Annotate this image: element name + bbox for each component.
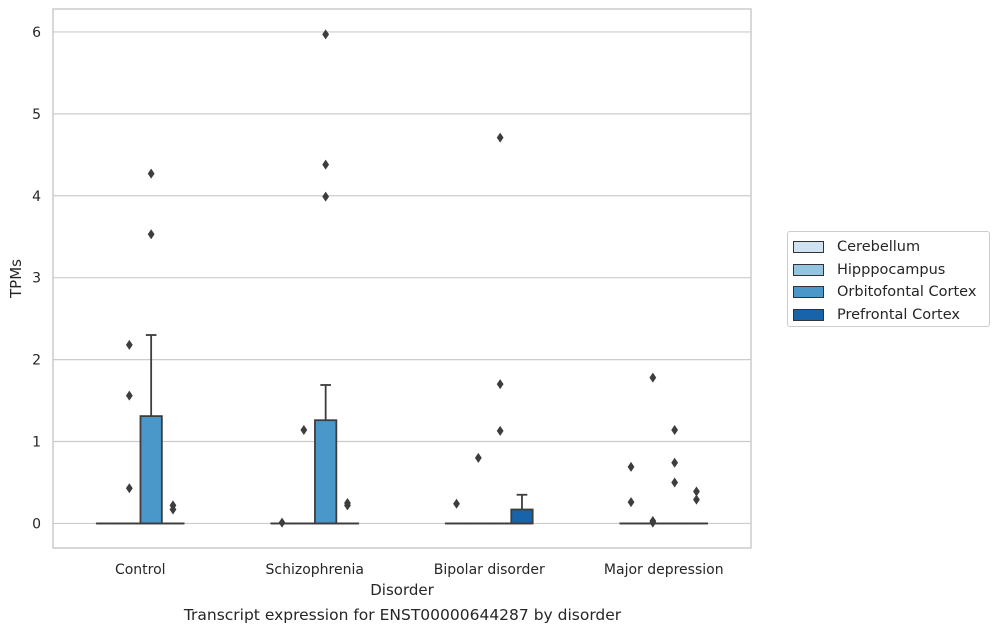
outlier-point [496, 425, 504, 436]
box-body [139, 415, 163, 525]
outlier-point [496, 132, 504, 143]
outlier-point [671, 457, 679, 468]
legend-item: Orbitofontal Cortex [793, 281, 989, 304]
outlier-point [474, 452, 482, 463]
y-tick-label: 0 [32, 516, 41, 532]
outlier-point [693, 486, 700, 497]
outlier-point [125, 483, 133, 494]
outlier-point [344, 500, 351, 511]
outlier-point [169, 504, 177, 515]
legend-swatch [793, 309, 824, 322]
outlier-point [322, 159, 330, 170]
y-tick-label: 1 [32, 435, 41, 451]
outlier-point [627, 461, 635, 472]
legend-swatch [793, 263, 824, 276]
box-body [510, 508, 534, 525]
outlier-point [693, 494, 700, 505]
y-tick-label: 5 [32, 107, 41, 123]
legend-label: Prefrontal Cortex [837, 307, 960, 324]
box-body [314, 419, 338, 525]
outlier-point [322, 191, 330, 202]
legend-label: Orbitofontal Cortex [837, 284, 977, 301]
legend: Cerebellum Hipppocampus Orbitofontal Corte… [787, 231, 990, 327]
x-tick-label: Schizophrenia [266, 562, 364, 578]
outlier-point [125, 390, 133, 401]
outlier-point [496, 379, 504, 390]
outlier-point [671, 477, 679, 488]
legend-item: Hipppocampus [793, 259, 989, 282]
legend-label: Cerebellum [837, 239, 921, 256]
outlier-point [649, 517, 657, 528]
y-tick-label: 4 [32, 189, 41, 205]
outlier-point [147, 168, 155, 179]
outlier-point [627, 497, 635, 508]
x-tick-label: Major depression [604, 562, 724, 578]
y-tick-label: 2 [32, 353, 41, 369]
x-axis-label: Disorder [370, 581, 434, 599]
outlier-point [300, 425, 308, 436]
x-tick-label: Control [115, 562, 166, 578]
outlier-point [322, 29, 330, 40]
legend-swatch [793, 286, 824, 299]
outlier-point [147, 229, 155, 240]
legend-swatch [793, 241, 824, 254]
legend-item: Cerebellum [793, 236, 989, 259]
y-tick-label: 3 [32, 271, 41, 287]
y-axis-label: TPMs [7, 259, 25, 299]
x-tick-label: Bipolar disorder [434, 562, 545, 578]
plot-area-frame [52, 8, 752, 549]
legend-label: Hipppocampus [837, 261, 946, 278]
chart-title: Transcript expression for ENST0000064428… [183, 606, 622, 624]
outlier-point [278, 517, 286, 528]
outlier-point [453, 498, 460, 509]
legend-item: Prefrontal Cortex [793, 304, 989, 327]
outlier-point [649, 372, 657, 383]
outlier-point [671, 425, 679, 436]
outlier-point [125, 339, 133, 350]
y-tick-label: 6 [32, 25, 41, 41]
